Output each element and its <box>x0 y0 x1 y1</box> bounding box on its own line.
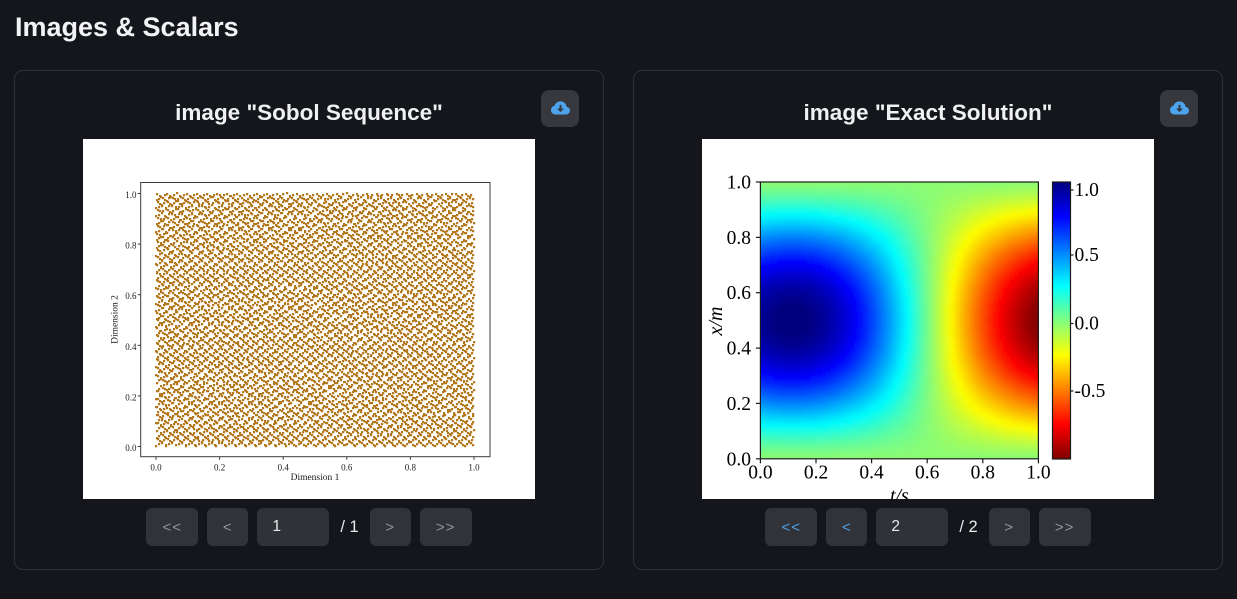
svg-text:1.0: 1.0 <box>1075 180 1099 201</box>
svg-text:1.0: 1.0 <box>727 173 751 194</box>
svg-text:0.6: 0.6 <box>727 283 752 304</box>
svg-text:0.0: 0.0 <box>150 463 162 473</box>
svg-text:0.4: 0.4 <box>278 463 290 473</box>
svg-text:0.2: 0.2 <box>125 392 136 402</box>
svg-text:0.4: 0.4 <box>125 342 137 352</box>
svg-text:0.4: 0.4 <box>727 339 752 360</box>
svg-text:-0.5: -0.5 <box>1075 381 1106 402</box>
svg-text:Dimension 1: Dimension 1 <box>291 473 340 483</box>
svg-text:0.8: 0.8 <box>405 463 417 473</box>
svg-text:Dimension 2: Dimension 2 <box>111 295 121 344</box>
svg-text:1.0: 1.0 <box>1026 463 1050 484</box>
svg-text:0.6: 0.6 <box>341 463 353 473</box>
svg-text:0.0: 0.0 <box>748 463 772 484</box>
svg-text:0.2: 0.2 <box>214 463 225 473</box>
svg-text:0.8: 0.8 <box>727 228 751 249</box>
svg-text:0.8: 0.8 <box>125 241 137 251</box>
svg-text:0.8: 0.8 <box>971 463 995 484</box>
svg-text:0.6: 0.6 <box>915 463 940 484</box>
svg-text:x/m: x/m <box>705 307 727 337</box>
svg-text:0.0: 0.0 <box>1075 314 1099 335</box>
svg-text:0.0: 0.0 <box>727 449 751 470</box>
svg-text:1.0: 1.0 <box>125 190 137 200</box>
svg-text:0.6: 0.6 <box>125 291 137 301</box>
svg-text:0.0: 0.0 <box>125 443 137 453</box>
svg-text:0.4: 0.4 <box>859 463 884 484</box>
svg-text:0.2: 0.2 <box>727 394 751 415</box>
svg-text:0.5: 0.5 <box>1075 245 1099 266</box>
svg-text:t/s: t/s <box>890 485 909 499</box>
svg-text:1.0: 1.0 <box>468 463 480 473</box>
svg-text:0.2: 0.2 <box>804 463 828 484</box>
